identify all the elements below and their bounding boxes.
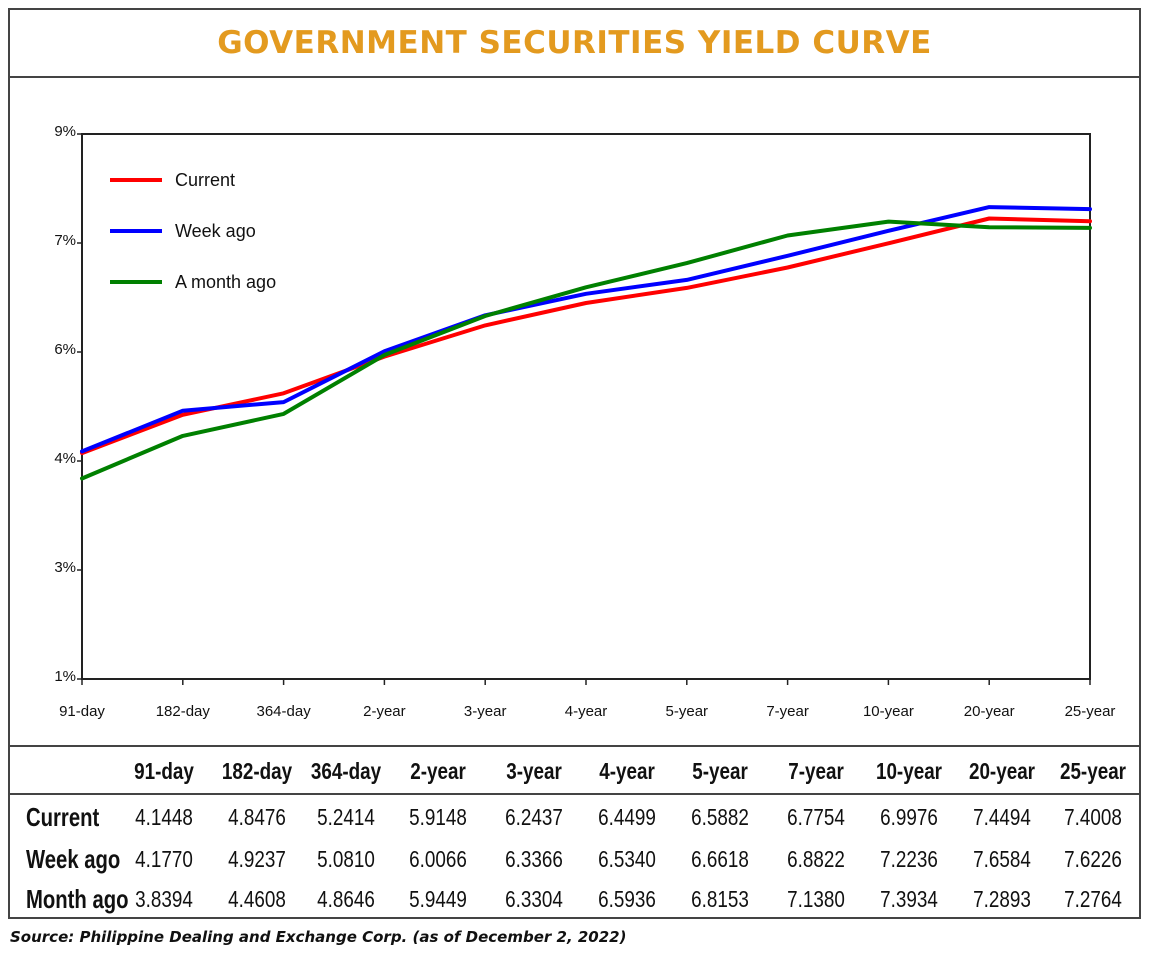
x-tick-label: 25-year [1065, 703, 1116, 720]
table-header-cell: 364-day [310, 758, 382, 784]
x-tick-label: 3-year [464, 703, 507, 720]
table-cell: 5.9449 [409, 886, 467, 912]
table-cell: 6.5340 [598, 846, 656, 872]
table-header-cell: 3-year [506, 758, 562, 784]
yield-curve-chart: 1% 3% 4% 6% 7% 9% 91-day 182-day 364-day 2-year 3-… [54, 123, 1116, 720]
x-tick-label: 20-year [964, 703, 1015, 720]
table-cell: 6.2437 [505, 804, 563, 830]
y-tick-label: 7% [54, 232, 76, 249]
table-cell: 7.1380 [787, 886, 845, 912]
x-tick-label: 2-year [363, 703, 406, 720]
table-cell: 7.4008 [1064, 804, 1122, 830]
table-cell: 5.9148 [409, 804, 467, 830]
x-tick-label: 7-year [766, 703, 809, 720]
table-header-cell: 5-year [692, 758, 748, 784]
table-cell: 4.1448 [135, 804, 193, 830]
source-note: Source: Philippine Dealing and Exchange … [10, 928, 627, 946]
table-cell: 7.6584 [973, 846, 1031, 872]
table-row-month-ago: Month ago 3.8394 4.4608 4.8646 5.9449 6.… [10, 882, 1139, 916]
table-cell: 6.0066 [409, 846, 467, 872]
x-tick-label: 4-year [565, 703, 608, 720]
table-header-cell: 182-day [221, 758, 293, 784]
legend-label: Current [175, 170, 235, 190]
infographic-frame: GOVERNMENT SECURITIES YIELD CURVE 1% 3% 4%… [8, 8, 1141, 919]
table-row-week-ago: Week ago 4.1770 4.9237 5.0810 6.0066 6.3… [10, 842, 1139, 876]
table-header-row: 91-day 182-day 364-day 2-year 3-year 4-y… [10, 754, 1139, 788]
y-tick-label: 1% [54, 668, 76, 685]
table-cell: 3.8394 [135, 886, 193, 912]
table-header-cell: 91-day [134, 758, 194, 784]
table-cell: 7.2236 [880, 846, 938, 872]
table-cell: 4.8646 [317, 886, 375, 912]
table-cell: 6.4499 [598, 804, 656, 830]
table-cell: 6.3304 [505, 886, 563, 912]
row-label: Week ago [26, 844, 121, 874]
series-line-2 [80, 219, 1092, 481]
legend-label: Week ago [175, 221, 256, 241]
table-cell: 4.4608 [228, 886, 286, 912]
table-cell: 7.2893 [973, 886, 1031, 912]
table-cell: 7.3934 [880, 886, 938, 912]
table-cell: 7.6226 [1064, 846, 1122, 872]
table-cell: 7.2764 [1064, 886, 1122, 912]
row-label: Current [26, 802, 100, 832]
series-line-0 [80, 216, 1092, 456]
x-tick-label: 182-day [156, 703, 211, 720]
y-tick-label: 4% [54, 450, 76, 467]
table-cell: 6.5936 [598, 886, 656, 912]
x-tick-label: 10-year [863, 703, 914, 720]
table-header-cell: 10-year [875, 758, 943, 784]
x-tick-label: 364-day [256, 703, 311, 720]
x-tick-label: 91-day [59, 703, 105, 720]
yield-table: 91-day 182-day 364-day 2-year 3-year 4-y… [10, 745, 1139, 921]
y-tick-label: 3% [54, 559, 76, 576]
table-cell: 6.6618 [691, 846, 749, 872]
table-cell: 6.8153 [691, 886, 749, 912]
table-cell: 6.3366 [505, 846, 563, 872]
table-header-cell: 7-year [788, 758, 844, 784]
row-label: Month ago [26, 884, 129, 914]
legend-label: A month ago [175, 272, 276, 292]
table-cell: 4.8476 [228, 804, 286, 830]
title-bar: GOVERNMENT SECURITIES YIELD CURVE [10, 10, 1139, 78]
table-header-cell: 20-year [968, 758, 1036, 784]
table-cell: 6.8822 [787, 846, 845, 872]
x-tick-label: 5-year [666, 703, 709, 720]
table-header-cell: 4-year [599, 758, 655, 784]
table-cell: 6.5882 [691, 804, 749, 830]
table-header-cell: 2-year [410, 758, 466, 784]
table-cell: 7.4494 [973, 804, 1031, 830]
table-cell: 5.0810 [317, 846, 375, 872]
series-line-1 [80, 205, 1092, 454]
table-header-cell: 25-year [1059, 758, 1127, 784]
table-cell: 4.1770 [135, 846, 193, 872]
table-cell: 6.7754 [787, 804, 845, 830]
table-cell: 4.9237 [228, 846, 286, 872]
table-cell: 5.2414 [317, 804, 375, 830]
y-tick-label: 6% [54, 341, 76, 358]
y-tick-label: 9% [54, 123, 76, 140]
table-cell: 6.9976 [880, 804, 938, 830]
table-row-current: Current 4.1448 4.8476 5.2414 5.9148 6.24… [10, 800, 1139, 834]
chart-title: GOVERNMENT SECURITIES YIELD CURVE [217, 25, 932, 61]
table-divider [10, 793, 1139, 795]
